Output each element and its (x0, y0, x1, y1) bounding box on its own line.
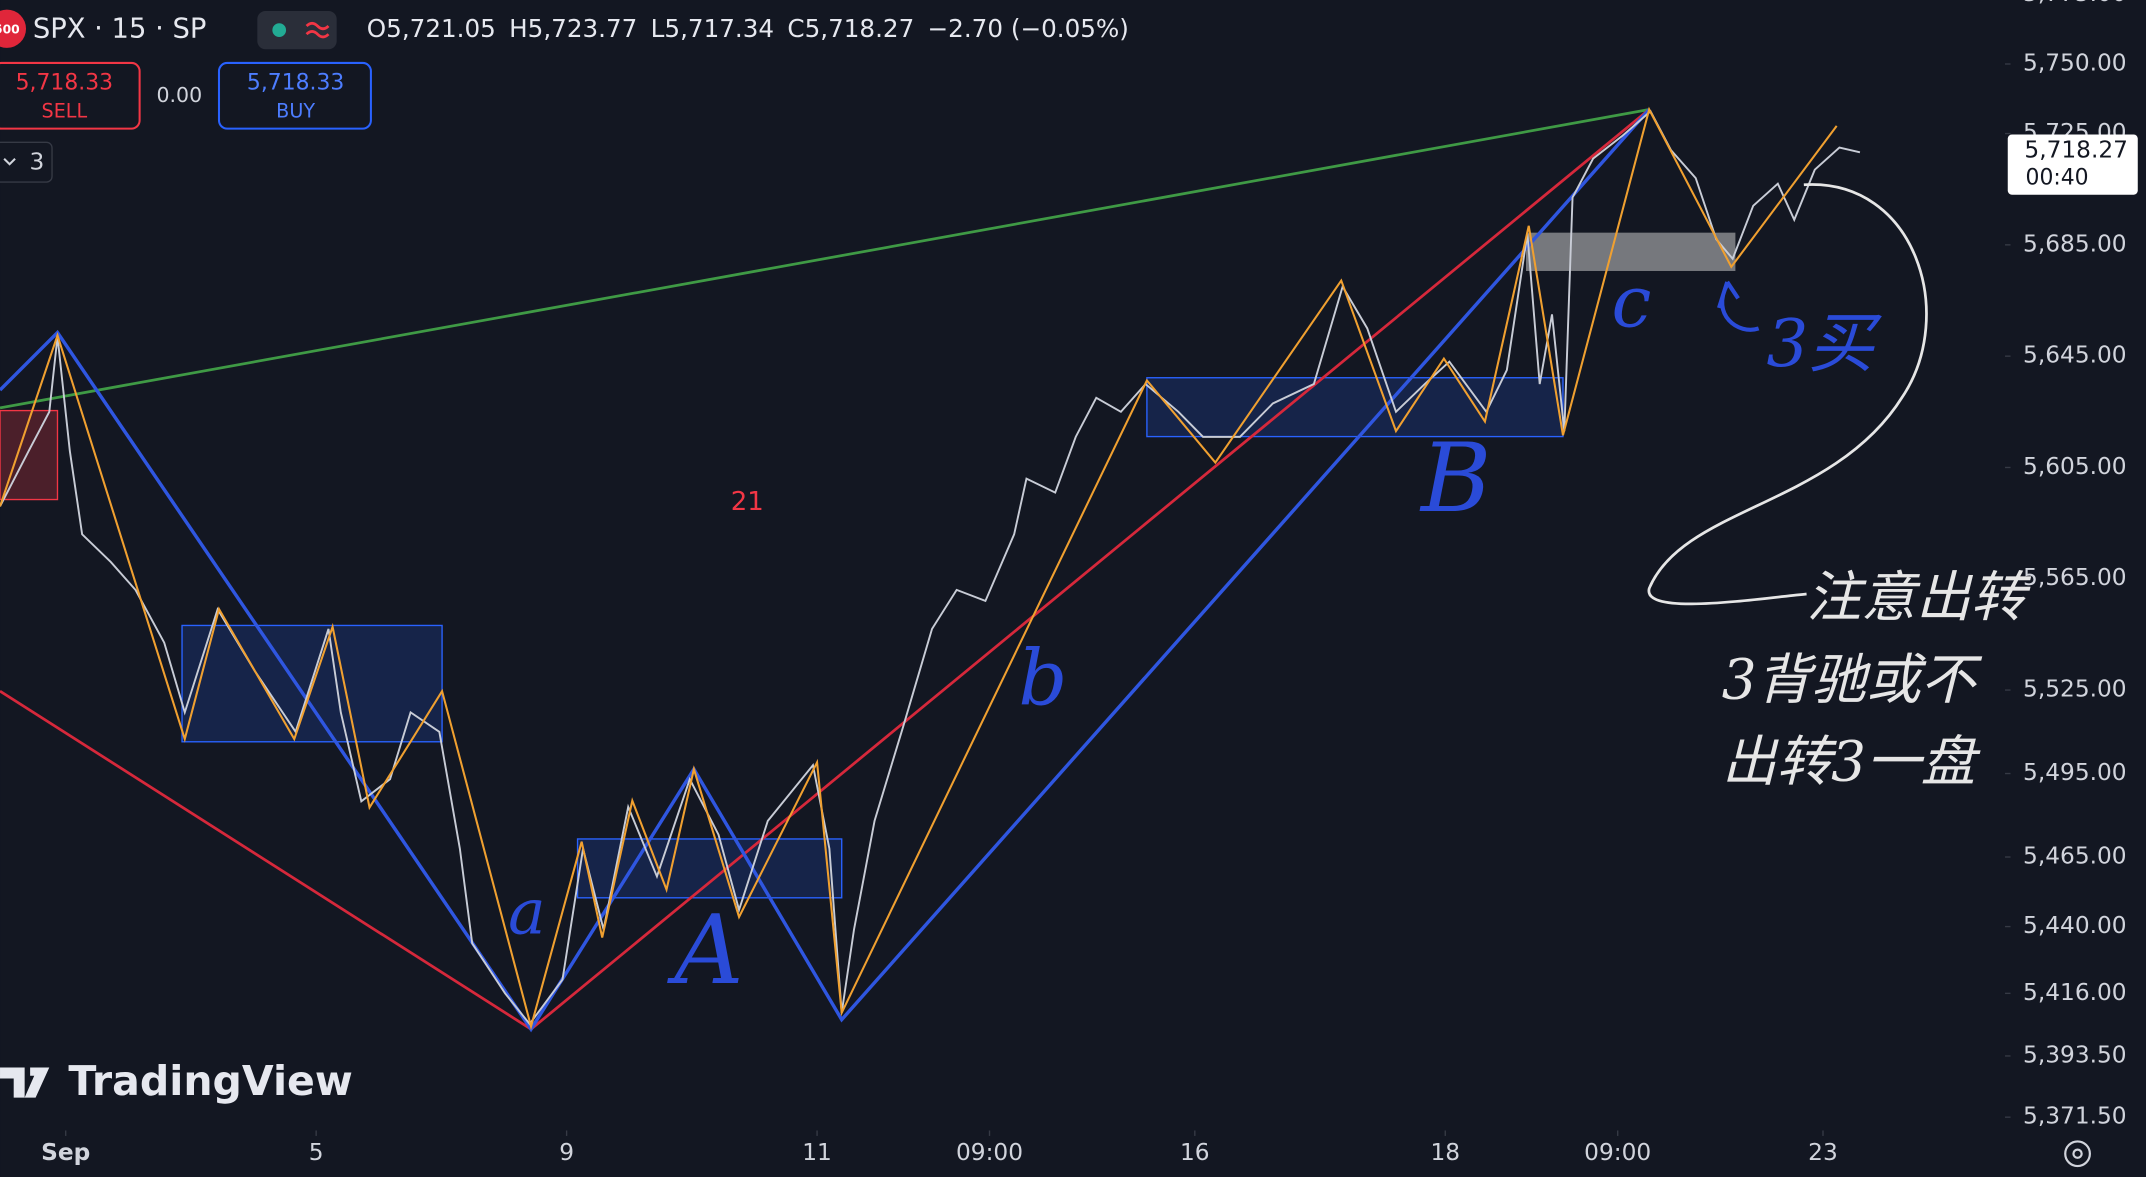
watermark: TradingView (68, 1057, 352, 1105)
status-pill[interactable] (257, 10, 337, 50)
ohlc-value: 5,718.27 (805, 14, 915, 43)
note-line: 注意出转 (1807, 565, 2032, 629)
status-dot (272, 23, 287, 37)
wave-label: a (508, 875, 546, 948)
settings-icon-inner (2072, 1148, 2083, 1159)
y-tick-label: 5,645.00 (2023, 342, 2127, 369)
y-tick-label: 5,440.00 (2023, 912, 2127, 939)
red-box (0, 409, 59, 501)
zigzag-line (0, 106, 1838, 1031)
change: −2.70 (−0.05%) (928, 14, 1129, 43)
indicator-count: 3 (30, 148, 45, 175)
y-tick-label: 5,393.50 (2023, 1041, 2127, 1068)
wave-label: B (1419, 422, 1491, 534)
gray-box (1526, 232, 1736, 271)
y-tick-label: 5,495.00 (2023, 759, 2127, 786)
x-tick-label: Sep (41, 1139, 90, 1166)
buy-button[interactable] (217, 61, 372, 130)
sell-price: 5,718.33 (16, 70, 113, 95)
x-tick-label: 09:00 (956, 1139, 1023, 1166)
buy-label: BUY (276, 100, 315, 123)
note-line: 出转3一盘 (1722, 729, 1981, 793)
ohlc-key: L (651, 14, 665, 43)
y-tick-label: 5,565.00 (2023, 564, 2127, 591)
x-tick-label: 11 (802, 1139, 832, 1166)
x-tick-label: 16 (1180, 1139, 1210, 1166)
y-tick-label: 5,416.00 (2023, 979, 2127, 1006)
wave-label: b (1018, 634, 1067, 723)
y-tick-label: 5,775.00 (2023, 0, 2127, 7)
x-tick-label: 09:00 (1584, 1139, 1651, 1166)
buy-price: 5,718.33 (247, 70, 344, 95)
price-label: 5,718.27 (2024, 136, 2128, 163)
y-tick-label: 5,685.00 (2023, 230, 2127, 257)
wave-label: c (1611, 260, 1651, 343)
settings-icon[interactable] (2064, 1140, 2091, 1168)
countdown: 00:40 (2026, 165, 2089, 190)
ohlc: O5,721.05 H5,723.77 L5,717.34 C5,718.27 … (367, 14, 1129, 43)
sell-label: SELL (42, 100, 88, 123)
trend-line (0, 108, 1650, 410)
price-line (0, 109, 1861, 1026)
count-label: 21 (731, 487, 764, 517)
note-line: 3背驰或不 (1722, 647, 1983, 711)
badge-text: 500 (0, 23, 20, 37)
y-tick-label: 5,465.00 (2023, 843, 2127, 870)
ohlc-key: O (367, 14, 386, 43)
x-tick-label: 5 (309, 1139, 324, 1166)
symbol[interactable]: SPX · 15 · SP (33, 14, 206, 45)
spread: 0.00 (156, 83, 202, 107)
x-tick-label: 18 (1430, 1139, 1460, 1166)
ohlc-key: H (509, 14, 528, 43)
chevron (3, 158, 16, 166)
arrow (1717, 280, 1760, 332)
x-tick-label: 23 (1808, 1139, 1838, 1166)
x-tick-label: 9 (559, 1139, 574, 1166)
sell-button[interactable] (0, 61, 141, 130)
wave-label: A (666, 894, 743, 1006)
axes: 5,371.50 5,393.50 5,416.00 5,440.00 5,465.00… (41, 0, 2126, 1166)
symbol-badge[interactable] (0, 9, 27, 48)
logo (0, 1067, 50, 1098)
indicator-toggle[interactable] (0, 141, 53, 183)
y-tick-label: 5,525.00 (2023, 676, 2127, 703)
ohlc-key: C (787, 14, 804, 43)
ohlc-value: 5,723.77 (528, 14, 638, 43)
y-tick-label: 5,605.00 (2023, 453, 2127, 480)
ohlc-value: 5,717.34 (664, 14, 774, 43)
y-tick-label: 5,371.50 (2023, 1103, 2127, 1130)
zone-box (181, 624, 443, 743)
handwritten-curve (1647, 183, 1928, 606)
drawings (0, 108, 1736, 1033)
price-label-box (2007, 134, 2138, 195)
buy-label: 3买 (1767, 306, 1883, 382)
status-icon (305, 21, 330, 39)
zone-box (1146, 377, 1564, 438)
ohlc-value: 5,721.05 (386, 14, 496, 43)
y-tick-label: 5,750.00 (2023, 49, 2127, 76)
zigzag-line (0, 108, 1651, 1033)
